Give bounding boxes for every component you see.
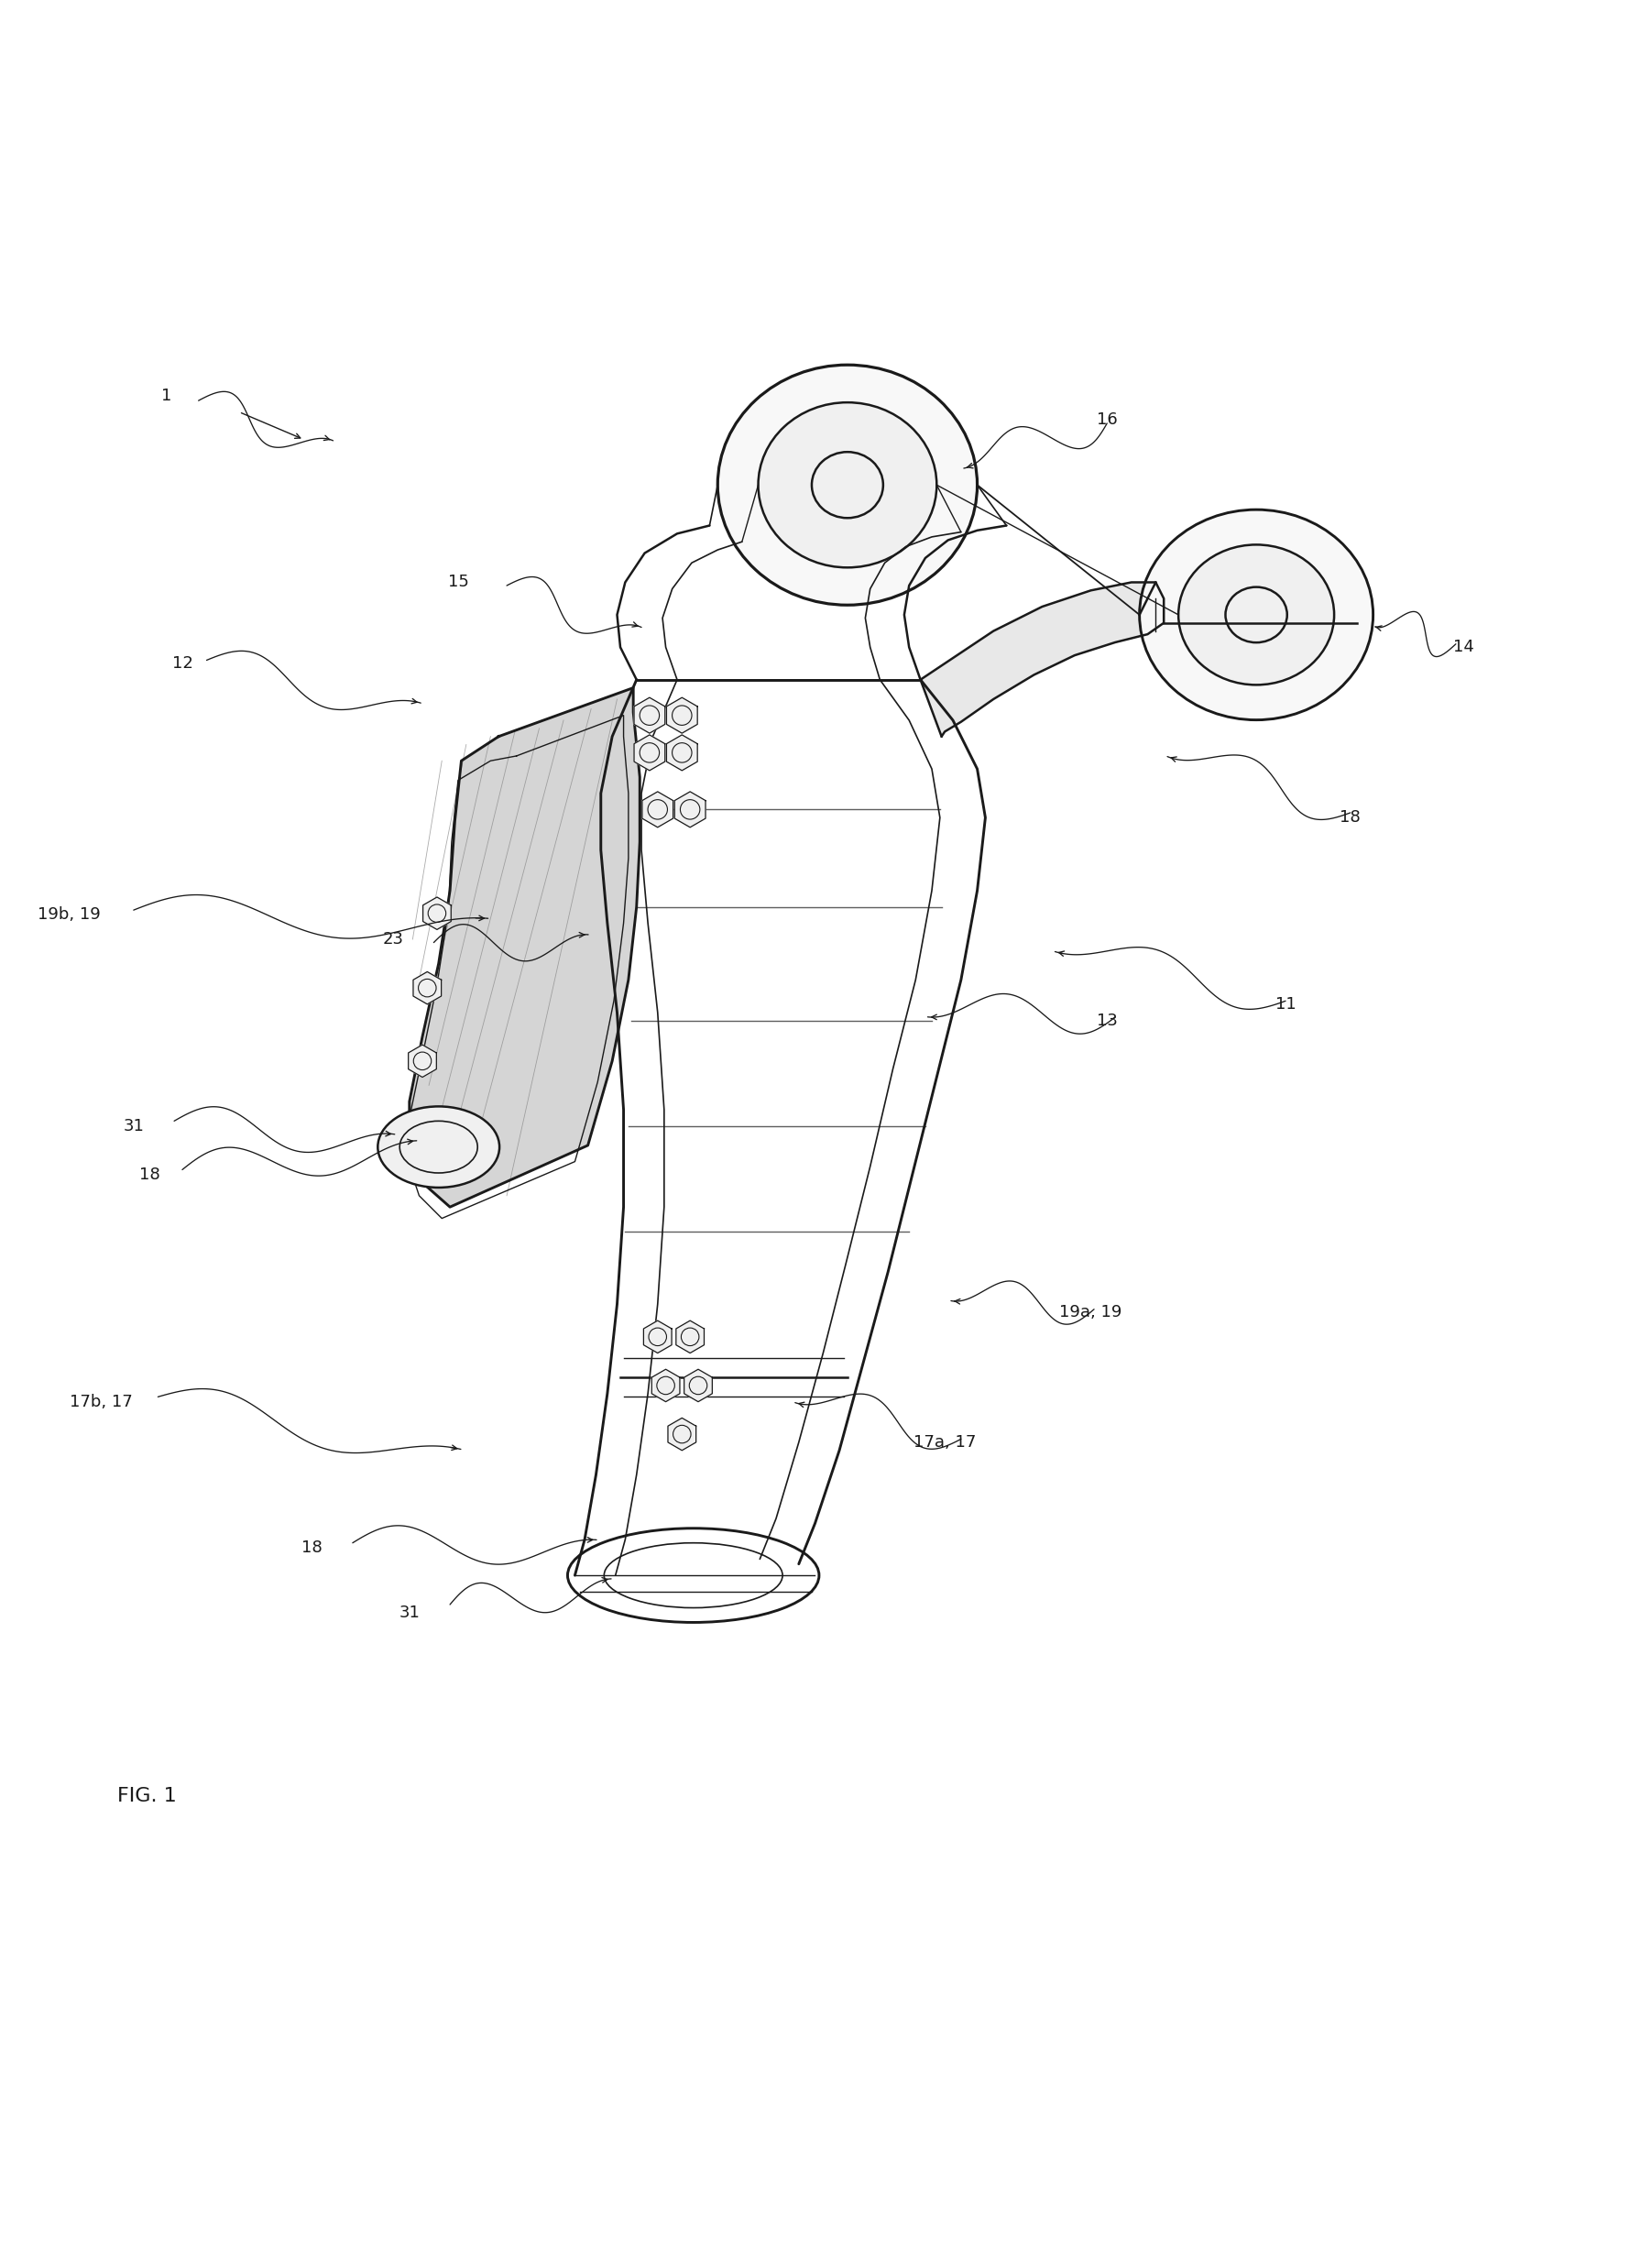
Text: 13: 13 (1097, 1012, 1118, 1030)
Polygon shape (642, 792, 673, 828)
Text: 1: 1 (161, 388, 171, 404)
Polygon shape (652, 1370, 680, 1402)
Ellipse shape (758, 401, 937, 567)
Text: 12: 12 (171, 655, 192, 671)
Text: 18: 18 (302, 1540, 323, 1556)
Polygon shape (676, 1320, 704, 1354)
Polygon shape (921, 583, 1164, 737)
Text: 11: 11 (1275, 996, 1296, 1012)
Ellipse shape (1139, 510, 1372, 719)
Polygon shape (644, 1320, 672, 1354)
Text: 17a, 17: 17a, 17 (913, 1433, 976, 1452)
Ellipse shape (1178, 544, 1335, 685)
Polygon shape (409, 1046, 437, 1077)
Polygon shape (667, 699, 698, 733)
Polygon shape (412, 971, 442, 1005)
Text: 14: 14 (1454, 640, 1475, 655)
Text: 23: 23 (383, 932, 404, 948)
Polygon shape (634, 699, 665, 733)
Polygon shape (685, 1370, 712, 1402)
Text: 16: 16 (1097, 413, 1118, 429)
Polygon shape (634, 735, 665, 771)
Text: 18: 18 (1340, 810, 1361, 826)
Text: 15: 15 (448, 574, 468, 590)
Text: 18: 18 (140, 1166, 160, 1184)
Ellipse shape (567, 1529, 818, 1622)
Text: 31: 31 (124, 1118, 143, 1134)
Ellipse shape (717, 365, 978, 606)
Polygon shape (668, 1418, 696, 1452)
Polygon shape (409, 687, 641, 1207)
Ellipse shape (378, 1107, 499, 1188)
Text: 19a, 19: 19a, 19 (1060, 1304, 1121, 1320)
Text: 31: 31 (399, 1603, 421, 1622)
Polygon shape (675, 792, 706, 828)
Text: 17b, 17: 17b, 17 (70, 1393, 132, 1411)
Text: 19b, 19: 19b, 19 (37, 907, 99, 923)
Polygon shape (667, 735, 698, 771)
Text: FIG. 1: FIG. 1 (117, 1787, 176, 1805)
Polygon shape (422, 898, 452, 930)
